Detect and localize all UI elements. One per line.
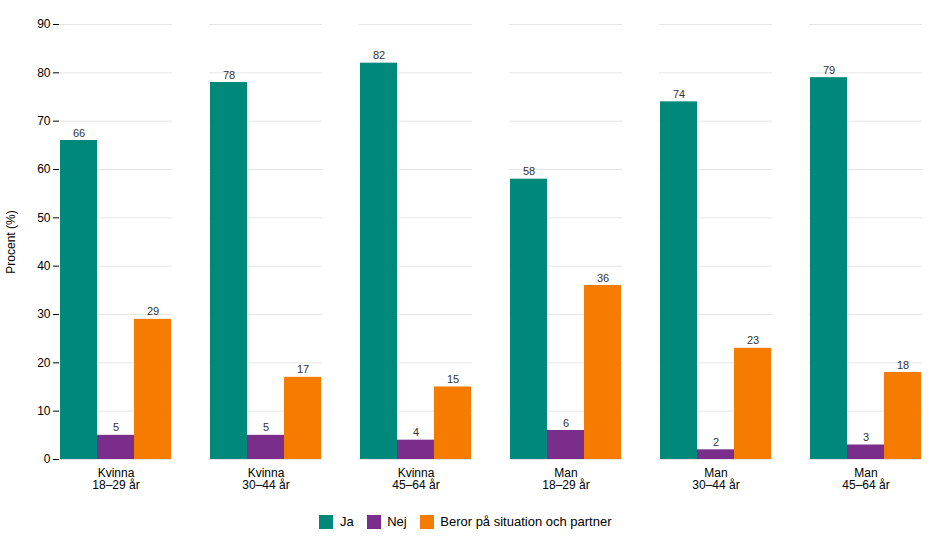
svg-text:78: 78 — [223, 69, 235, 81]
svg-text:18: 18 — [897, 359, 909, 371]
svg-text:Man18–29 år: Man18–29 år — [542, 466, 589, 492]
svg-text:0: 0 — [44, 452, 51, 466]
svg-text:5: 5 — [263, 421, 269, 433]
svg-text:23: 23 — [747, 334, 759, 346]
svg-text:Procent (%): Procent (%) — [4, 210, 18, 273]
svg-text:4: 4 — [413, 426, 419, 438]
svg-text:66: 66 — [73, 127, 85, 139]
svg-text:80: 80 — [37, 66, 51, 80]
svg-text:Man30–44 år: Man30–44 år — [692, 466, 739, 492]
html-text:Beror på situation och partner: Beror på situation och partner — [440, 514, 612, 529]
html-text:Ja: Ja — [340, 514, 354, 529]
svg-text:2: 2 — [713, 436, 719, 448]
svg-text:79: 79 — [823, 64, 835, 76]
svg-text:Kvinna30–44 år: Kvinna30–44 år — [242, 466, 289, 492]
svg-text:74: 74 — [673, 88, 685, 100]
svg-text:82: 82 — [373, 49, 385, 61]
svg-text:10: 10 — [37, 404, 51, 418]
svg-text:15: 15 — [447, 373, 459, 385]
svg-text:6: 6 — [563, 417, 569, 429]
svg-text:20: 20 — [37, 356, 51, 370]
svg-text:90: 90 — [37, 17, 51, 31]
svg-text:Man45–64 år: Man45–64 år — [842, 466, 889, 492]
svg-text:40: 40 — [37, 259, 51, 273]
svg-text:60: 60 — [37, 162, 51, 176]
svg-text:50: 50 — [37, 211, 51, 225]
svg-text:3: 3 — [863, 431, 869, 443]
svg-text:Kvinna18–29 år: Kvinna18–29 år — [92, 466, 139, 492]
svg-text:58: 58 — [523, 165, 535, 177]
svg-text:36: 36 — [597, 272, 609, 284]
svg-text:17: 17 — [297, 363, 309, 375]
html-text:Nej: Nej — [387, 514, 407, 529]
svg-text:70: 70 — [37, 114, 51, 128]
svg-text:30: 30 — [37, 307, 51, 321]
svg-text:Kvinna45–64 år: Kvinna45–64 år — [392, 466, 439, 492]
svg-text:5: 5 — [113, 421, 119, 433]
svg-text:29: 29 — [147, 305, 159, 317]
